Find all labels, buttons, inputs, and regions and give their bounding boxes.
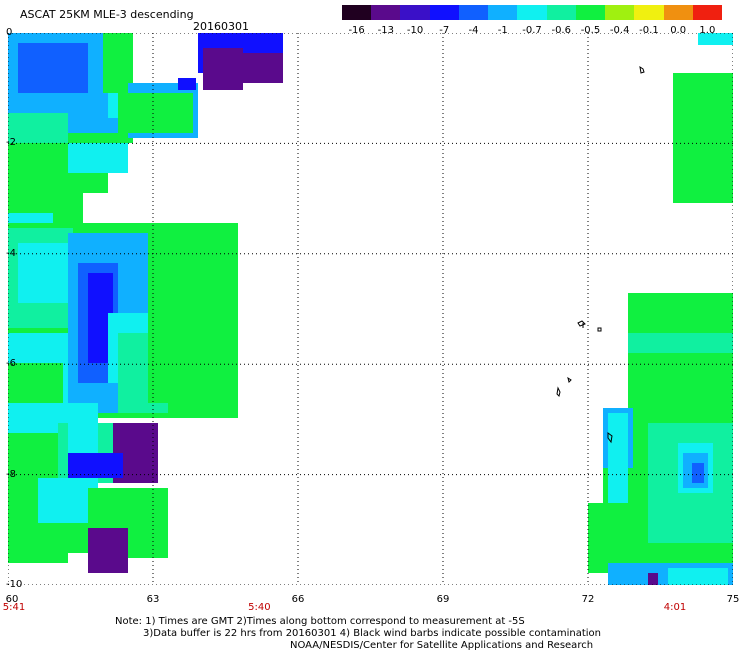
island-outline [607,432,613,444]
colorbar-segment [663,5,693,20]
island-outline [597,327,602,332]
wind-cell [648,573,658,585]
colorbar-segment [429,5,459,20]
wind-cell [68,453,123,478]
wind-cell [208,273,238,343]
colorbar-segment [371,5,401,20]
colorbar-segment [546,5,576,20]
colorbar-segment [517,5,547,20]
y-tick-label: -2 [6,137,16,149]
colorbar-label: 0.0 [670,25,687,36]
wind-cell [148,233,208,403]
note-line-1: Note: 1) Times are GMT 2)Times along bot… [115,616,525,627]
island-outline [577,320,586,327]
colorbar-label: -0.1 [639,25,659,36]
wind-cell [588,503,648,573]
colorbar-segment [605,5,635,20]
time-label: 4:01 [663,602,687,613]
colorbar-segment [488,5,518,20]
colorbar-label: -7 [439,25,450,36]
colorbar-label: -0.6 [551,25,571,36]
island-outline [567,376,572,383]
wind-cell [18,533,68,563]
time-label: 5:41 [2,602,26,613]
y-tick-label: -6 [6,358,16,370]
colorbar-segment [634,5,664,20]
y-tick-label: -8 [6,468,16,480]
wind-cell [673,73,733,203]
colorbar-segment [575,5,606,20]
colorbar-label: -1 [497,25,508,36]
colorbar-label: -0.5 [580,25,601,36]
x-tick-label: 63 [146,594,160,605]
x-tick-label: 75 [726,594,740,605]
wind-cell [88,528,128,573]
note-line-3: NOAA/NESDIS/Center for Satellite Applica… [290,640,594,651]
wind-cell [68,143,128,173]
colorbar-segment [458,5,489,20]
x-tick-label: 69 [436,594,450,605]
wind-cell [698,33,733,45]
grid-lines [8,33,733,585]
wind-cell [608,413,628,523]
map-plot-area [8,33,733,585]
colorbar-label: -13 [377,25,395,36]
wind-cell [668,568,728,585]
island-outlines [556,65,645,444]
wind-cell [18,43,88,93]
colorbar-label: -0.4 [609,25,630,36]
wind-cell [692,463,704,483]
wind-data-layer [8,33,733,585]
wind-cell [178,78,196,90]
y-tick-label: 0 [6,27,13,38]
wind-cell [628,333,733,353]
map-date: 20160301 [193,20,249,33]
colorbar [342,5,723,20]
island-outline [556,386,561,397]
colorbar-segment [342,5,372,20]
x-tick-label: 66 [291,594,305,605]
x-tick-label: 72 [581,594,595,605]
colorbar-segment [400,5,430,20]
wind-cell [8,363,63,403]
colorbar-label: -16 [348,25,365,36]
island-outline [639,65,645,74]
wind-cell [18,243,68,303]
colorbar-label: -0.7 [522,25,542,36]
x-tick-label: 60 [5,594,19,605]
wind-cell [118,93,193,133]
wind-cell [203,78,243,90]
map-title: ASCAT 25KM MLE-3 descending [20,8,194,21]
colorbar-label: 1.0 [699,25,716,36]
y-tick-label: -4 [6,247,16,259]
wind-cell [243,53,283,83]
colorbar-label: -10 [406,25,424,36]
note-line-2: 3)Data buffer is 22 hrs from 20160301 4)… [143,628,601,639]
y-tick-label: -10 [6,579,23,590]
time-label: 5:40 [248,602,271,613]
colorbar-label: -4 [468,25,479,36]
colorbar-segment [692,5,723,20]
